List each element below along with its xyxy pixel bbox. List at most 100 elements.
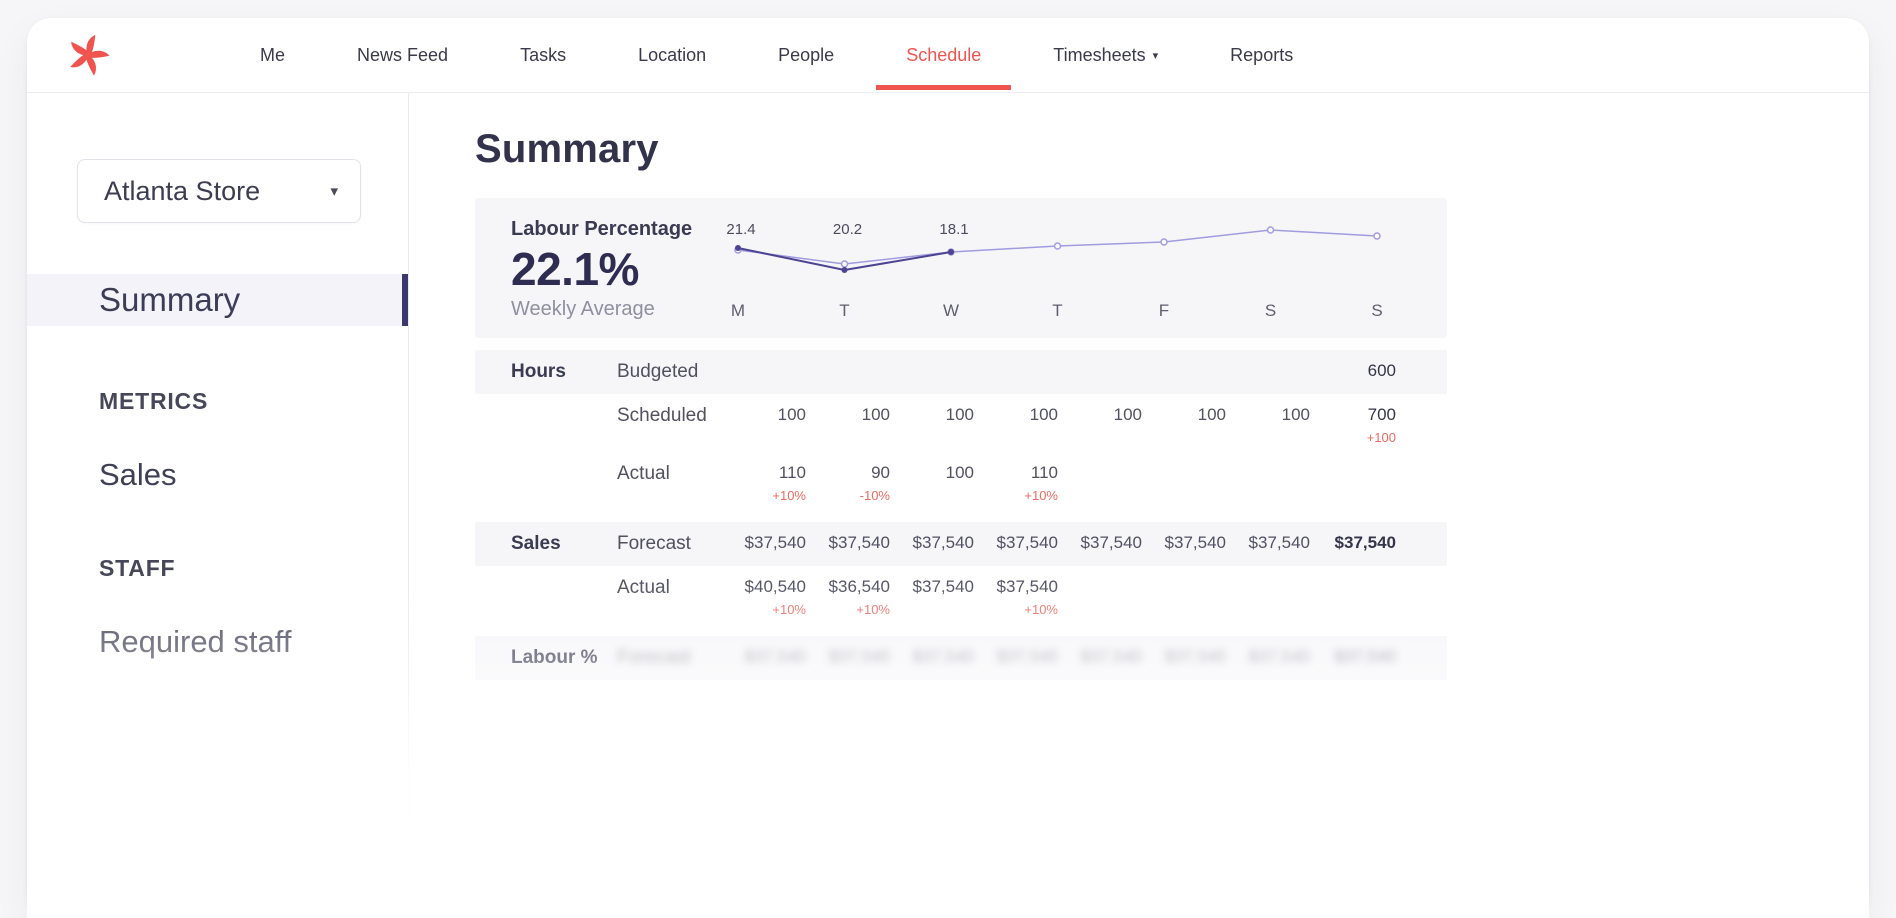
nav-item-schedule[interactable]: Schedule xyxy=(876,18,1012,92)
value-cell: 100 xyxy=(1281,405,1310,424)
location-selector[interactable]: Atlanta Store ▾ xyxy=(77,159,361,223)
value-cell xyxy=(1142,361,1226,387)
value-cell: 100 xyxy=(861,405,890,424)
chart-point xyxy=(1266,226,1275,234)
chart-point xyxy=(840,260,849,268)
nav-item-timesheets[interactable]: Timesheets ▾ xyxy=(1053,18,1158,92)
delta-label: -10% xyxy=(859,488,890,503)
summary-card: Labour Percentage 22.1% Weekly Average 2… xyxy=(475,198,1447,680)
delta-label: +10% xyxy=(1024,488,1058,503)
value-cell xyxy=(1226,463,1310,503)
value-cell: 100 xyxy=(777,405,806,424)
app-logo-icon[interactable] xyxy=(66,33,110,77)
labour-stat-value: 22.1% xyxy=(511,243,639,295)
chart-point xyxy=(948,249,954,255)
chart-day-label: T xyxy=(1052,301,1062,320)
sidebar-item-sales[interactable]: Sales xyxy=(99,457,177,492)
content-area: Atlanta Store ▾ Summary METRICS Sales S T… xyxy=(27,93,1869,883)
value-cell: 110 +10% xyxy=(722,463,806,503)
section-label xyxy=(511,577,617,617)
nav-item-label: Me xyxy=(260,44,286,65)
section-label: Hours xyxy=(511,361,566,382)
value-cell: $37,540 xyxy=(1164,533,1226,552)
row-label: Actual xyxy=(617,577,670,598)
value-cell xyxy=(1058,361,1142,387)
chart-day-label: S xyxy=(1265,301,1276,320)
chart-day-label: M xyxy=(731,301,745,320)
nav-item-label: News Feed xyxy=(357,44,449,65)
nav-item-label: Location xyxy=(638,44,707,65)
chart-point-label: 18.1 xyxy=(939,221,968,238)
nav-item-label: Reports xyxy=(1230,44,1294,65)
value-cell: 90 -10% xyxy=(806,463,890,503)
labour-line-chart: 21.4 20.2 18.1 M T W T F S S xyxy=(726,221,1382,320)
chart-point xyxy=(841,267,848,273)
value-cell: 110 +10% xyxy=(974,463,1058,503)
nav-item-label: People xyxy=(778,44,835,65)
value-cell: $37,540 xyxy=(744,647,806,666)
table-row: Scheduled 100 100 100 100 100 100 100 700 +100 xyxy=(475,394,1447,452)
chart-day-label: S xyxy=(1371,301,1382,320)
value-cell xyxy=(1226,577,1310,617)
table-row: Actual 110 +10% 90 -10% 100 110 +10% xyxy=(475,452,1447,510)
table-row: Labour % Forecast $37,540 $37,540 $37,540 $37… xyxy=(475,636,1447,680)
caret-down-icon: ▾ xyxy=(1152,49,1159,62)
pinwheel-star-icon xyxy=(70,34,110,76)
chart-point-label: 20.2 xyxy=(833,221,862,238)
nav-item-label: Schedule xyxy=(906,44,982,65)
value-cell: $37,540 xyxy=(912,647,974,666)
delta-label: +10% xyxy=(772,488,806,503)
value-cell: $40,540 +10% xyxy=(722,577,806,617)
value-cell xyxy=(806,361,890,387)
chart-day-label: T xyxy=(839,301,849,320)
labour-percentage-panel: Labour Percentage 22.1% Weekly Average 2… xyxy=(475,198,1447,338)
table-row: Hours Budgeted 600 xyxy=(475,350,1447,394)
nav-item-me[interactable]: Me xyxy=(260,18,285,92)
value-cell: 100 xyxy=(1029,405,1058,424)
value-cell: $36,540 +10% xyxy=(806,577,890,617)
main-content: Summary Labour Percentage 22.1% Weekly A… xyxy=(409,93,1869,883)
nav-item-news-feed[interactable]: News Feed xyxy=(357,18,448,92)
chart-point-label: 21.4 xyxy=(726,221,755,238)
value-cell: $37,540 xyxy=(912,577,974,596)
delta-label: +100 xyxy=(1366,430,1396,445)
nav-item-location[interactable]: Location xyxy=(638,18,706,92)
value-cell xyxy=(890,361,974,387)
page-title: Summary xyxy=(475,127,659,171)
value-cell: $37,540 xyxy=(996,647,1058,666)
nav-item-label: Timesheets xyxy=(1053,44,1146,65)
row-label: Scheduled xyxy=(617,405,707,426)
chart-day-label: F xyxy=(1159,301,1169,320)
nav-item-reports[interactable]: Reports xyxy=(1230,18,1293,92)
value-cell: $37,540 xyxy=(828,533,890,552)
section-label xyxy=(511,405,617,445)
app-window: Me News Feed Tasks Location People Schedule Ti… xyxy=(27,18,1869,918)
sidebar-item-required-staff[interactable]: Required staff xyxy=(99,624,292,659)
value-cell: $37,540 xyxy=(1164,647,1226,666)
value-cell: 100 xyxy=(1113,405,1142,424)
nav-item-label: Tasks xyxy=(520,44,567,65)
section-label: Sales xyxy=(511,533,561,554)
top-nav: Me News Feed Tasks Location People Schedule Ti… xyxy=(27,18,1869,93)
nav-item-tasks[interactable]: Tasks xyxy=(520,18,566,92)
total-cell xyxy=(1310,463,1396,503)
sidebar: Atlanta Store ▾ Summary METRICS Sales ST… xyxy=(27,93,409,883)
row-label: Forecast xyxy=(617,647,691,668)
total-cell: $37,540 xyxy=(1334,647,1396,666)
section-label: Labour % xyxy=(511,647,598,668)
total-cell: 700 +100 xyxy=(1310,405,1396,445)
value-cell: $37,540 xyxy=(828,647,890,666)
labour-stat-subtitle: Weekly Average xyxy=(511,298,655,320)
location-selector-value: Atlanta Store xyxy=(104,175,261,206)
row-label: Forecast xyxy=(617,533,691,554)
value-cell xyxy=(974,361,1058,387)
total-cell: 600 xyxy=(1367,361,1396,380)
primary-nav: Me News Feed Tasks Location People Schedule Ti… xyxy=(260,18,1293,92)
total-cell: $37,540 xyxy=(1334,533,1396,552)
value-cell: 100 xyxy=(945,463,974,482)
sidebar-item-summary[interactable]: Summary xyxy=(27,274,408,326)
chart-day-label: W xyxy=(943,301,959,320)
nav-item-people[interactable]: People xyxy=(778,18,834,92)
value-cell xyxy=(1142,463,1226,503)
sidebar-heading-metrics: METRICS xyxy=(99,388,209,414)
